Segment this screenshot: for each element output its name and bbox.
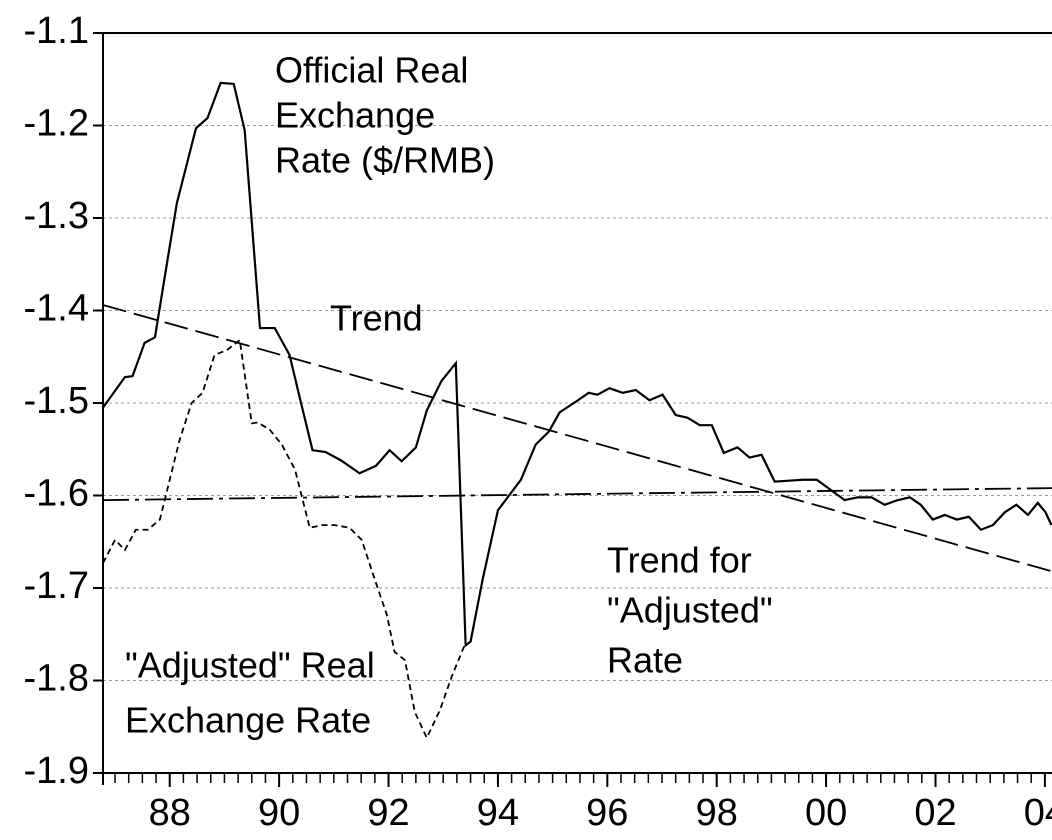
annotation: Exchange Rate xyxy=(125,700,371,741)
annotation: "Adjusted" xyxy=(607,590,773,631)
x-tick-label: 98 xyxy=(696,792,738,834)
y-tick-label: -1.1 xyxy=(24,10,89,52)
x-tick-label: 04 xyxy=(1024,792,1052,834)
series-line xyxy=(102,338,466,740)
x-tick-label: 96 xyxy=(586,792,628,834)
annotation: Trend xyxy=(330,298,423,339)
y-tick-label: -1.5 xyxy=(24,380,89,422)
series-line xyxy=(102,81,1052,648)
annotation: Exchange xyxy=(275,95,435,136)
y-tick-label: -1.7 xyxy=(24,565,89,607)
x-tick-label: 90 xyxy=(258,792,300,834)
y-tick-label: -1.6 xyxy=(24,473,89,515)
x-tick-label: 02 xyxy=(914,792,956,834)
x-tick-label: 88 xyxy=(149,792,191,834)
annotation: Rate xyxy=(607,640,683,681)
y-tick-label: -1.3 xyxy=(24,195,89,237)
x-tick-label: 94 xyxy=(477,792,519,834)
y-tick-label: -1.4 xyxy=(24,288,89,330)
series-line xyxy=(102,304,1052,573)
annotation: "Adjusted" Real xyxy=(125,645,375,686)
y-tick-label: -1.8 xyxy=(24,658,89,700)
x-tick-label: 00 xyxy=(805,792,847,834)
y-tick-label: -1.2 xyxy=(24,103,89,145)
series-line xyxy=(102,487,1052,502)
annotation: Trend for xyxy=(607,540,752,581)
y-tick-label: -1.9 xyxy=(24,750,89,792)
annotation: Rate ($/RMB) xyxy=(275,140,495,181)
annotation: Official Real xyxy=(275,50,468,91)
x-tick-label: 92 xyxy=(367,792,409,834)
